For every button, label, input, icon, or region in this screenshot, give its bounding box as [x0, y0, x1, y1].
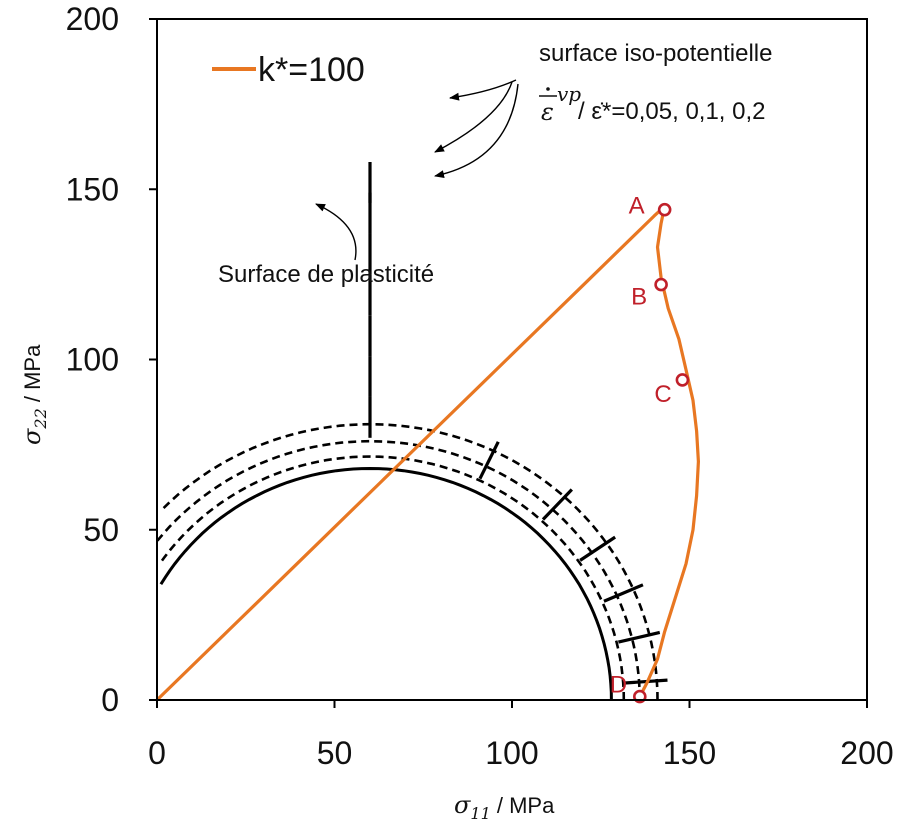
iso-arrow-1 — [449, 79, 517, 101]
x-tick-label: 150 — [663, 735, 716, 771]
iso-ratio: / ε̇*=0,05, 0,1, 0,2 — [578, 98, 766, 125]
legend-label: k*=100 — [258, 51, 365, 89]
y-tick-label: 200 — [66, 1, 119, 37]
yield-arrow — [315, 203, 357, 261]
iso-epsilon-symbol: ε — [541, 98, 554, 126]
loading-path-line — [155, 204, 700, 702]
state-point-label: A — [629, 193, 645, 220]
state-point-marker — [657, 202, 672, 217]
x-axis: 0 50 100 150 200 — [148, 700, 894, 771]
iso-title: surface iso-potentielle — [539, 40, 772, 67]
state-point-label: C — [654, 381, 671, 408]
state-point-label: D — [610, 672, 627, 699]
state-point-marker — [675, 373, 690, 387]
flow-normals — [368, 162, 668, 685]
y-tick-label: 50 — [83, 512, 119, 548]
iso-annotation: surface iso-potentielle ε vp / ε̇*=0,05,… — [434, 40, 772, 179]
y-axis: 0 50 100 150 200 — [66, 1, 157, 718]
iso-epsilon-dot — [546, 87, 550, 91]
iso-potential-curve — [162, 422, 659, 701]
iso-arrow-2 — [434, 81, 513, 153]
x-axis-label: σ11 / MPa — [454, 791, 555, 823]
iso-potential-curve — [158, 455, 626, 701]
iso-potential-surfaces — [156, 422, 659, 701]
y-axis-label: σ22 / MPa — [18, 344, 50, 445]
state-point-marker — [654, 277, 668, 292]
x-axis-symbol: σ — [454, 791, 471, 819]
flow-normal — [541, 488, 573, 521]
iso-epsilon-sup: vp — [557, 82, 581, 106]
y-axis-symbol: σ — [18, 428, 46, 445]
x-tick-label: 200 — [840, 735, 893, 771]
flow-normal — [603, 583, 644, 603]
yield-surface — [159, 466, 613, 701]
state-point-label: B — [631, 284, 647, 311]
yield-label: Surface de plasticité — [218, 261, 434, 288]
y-tick-label: 0 — [101, 682, 119, 718]
state-points: A B C D — [610, 193, 690, 704]
y-tick-label: 150 — [66, 171, 119, 207]
x-tick-label: 0 — [148, 735, 166, 771]
y-axis-subscript: 22 — [31, 408, 50, 429]
yield-annotation: Surface de plasticité — [218, 203, 434, 288]
flow-normal — [579, 535, 617, 562]
iso-arrow-3 — [434, 83, 519, 179]
y-tick-label: 100 — [66, 342, 119, 378]
iso-potential-curve — [156, 439, 642, 701]
x-tick-label: 100 — [485, 735, 538, 771]
flow-normal — [618, 630, 661, 644]
plot-frame — [156, 18, 868, 701]
flow-normal — [478, 441, 500, 480]
x-axis-unit: / MPa — [491, 793, 555, 818]
x-tick-label: 50 — [317, 735, 353, 771]
x-axis-subscript: 11 — [470, 804, 490, 823]
loading-path-series — [155, 204, 700, 702]
yield-surface-curve — [159, 466, 613, 701]
y-axis-unit: / MPa — [20, 344, 45, 408]
legend: k*=100 — [212, 51, 365, 89]
